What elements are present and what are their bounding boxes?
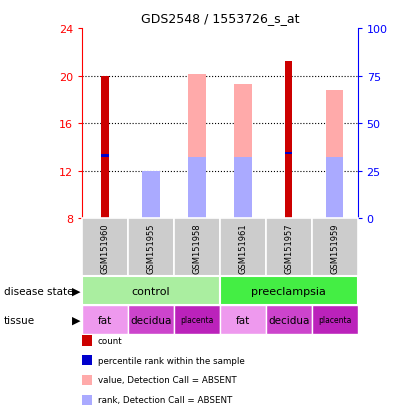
Text: ▶: ▶ <box>72 315 80 325</box>
Text: count: count <box>98 336 122 345</box>
Bar <box>102 76 109 219</box>
Bar <box>220 277 358 306</box>
Text: placenta: placenta <box>318 316 351 325</box>
Bar <box>234 157 252 219</box>
Text: decidua: decidua <box>130 315 172 325</box>
Bar <box>326 90 343 219</box>
Text: ▶: ▶ <box>72 286 80 296</box>
Text: rank, Detection Call = ABSENT: rank, Detection Call = ABSENT <box>98 395 232 404</box>
Text: GSM151960: GSM151960 <box>101 223 110 273</box>
Text: fat: fat <box>236 315 250 325</box>
Bar <box>142 171 160 219</box>
Bar <box>128 219 174 277</box>
Text: preeclampsia: preeclampsia <box>251 286 326 296</box>
Text: GSM151958: GSM151958 <box>192 223 201 273</box>
Bar <box>285 152 292 155</box>
Bar <box>285 62 292 219</box>
Bar <box>82 219 128 277</box>
Text: GSM151957: GSM151957 <box>284 223 293 273</box>
Bar <box>82 306 128 335</box>
Bar <box>102 154 109 157</box>
Bar <box>220 219 266 277</box>
Text: value, Detection Call = ABSENT: value, Detection Call = ABSENT <box>98 375 237 385</box>
Bar <box>266 219 312 277</box>
Bar <box>142 171 160 219</box>
Text: fat: fat <box>98 315 112 325</box>
Title: GDS2548 / 1553726_s_at: GDS2548 / 1553726_s_at <box>141 12 299 25</box>
Bar <box>174 306 220 335</box>
Bar <box>82 277 220 306</box>
Bar <box>174 219 220 277</box>
Bar <box>220 306 266 335</box>
Text: placenta: placenta <box>180 316 214 325</box>
Bar <box>312 219 358 277</box>
Text: GSM151959: GSM151959 <box>330 223 339 273</box>
Bar <box>234 85 252 219</box>
Bar <box>326 157 343 219</box>
Bar <box>266 306 312 335</box>
Bar <box>128 306 174 335</box>
Bar <box>312 306 358 335</box>
Text: percentile rank within the sample: percentile rank within the sample <box>98 356 245 365</box>
Text: decidua: decidua <box>268 315 309 325</box>
Text: tissue: tissue <box>4 315 35 325</box>
Text: GSM151961: GSM151961 <box>238 223 247 273</box>
Text: GSM151955: GSM151955 <box>147 223 155 273</box>
Text: control: control <box>132 286 170 296</box>
Bar <box>188 75 206 219</box>
Bar <box>188 157 206 219</box>
Text: disease state: disease state <box>4 286 74 296</box>
